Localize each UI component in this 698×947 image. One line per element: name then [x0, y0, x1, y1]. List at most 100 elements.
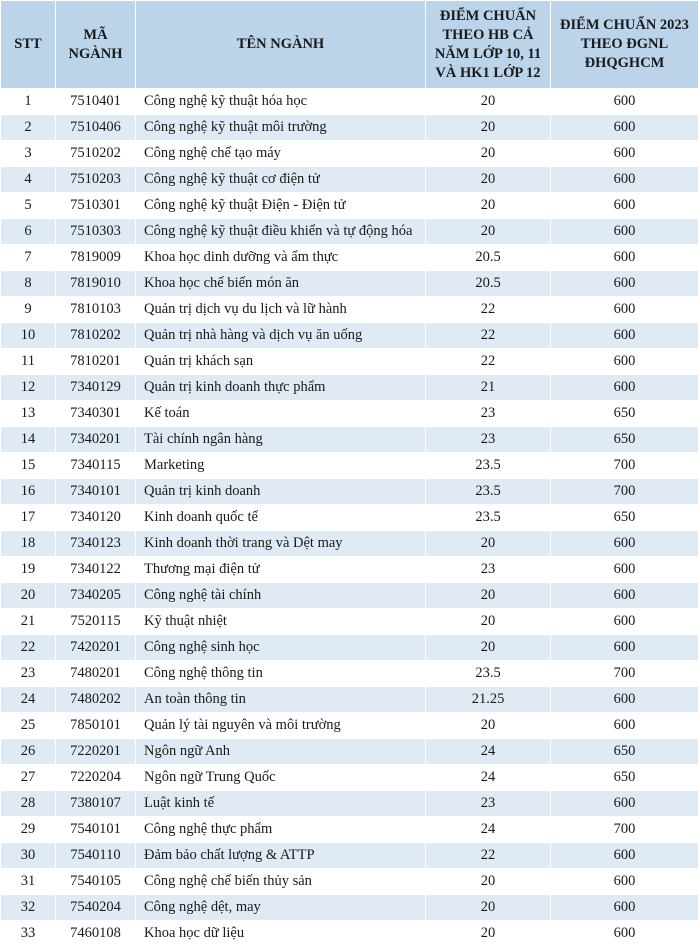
cell-dgnl: 600: [551, 843, 698, 869]
cell-ten: Công nghệ kỹ thuật môi trường: [136, 115, 426, 141]
cell-ten: Quản trị kinh doanh thực phẩm: [136, 375, 426, 401]
cell-ma: 7340129: [56, 375, 136, 401]
cell-hb: 22: [426, 323, 551, 349]
table-row: 217520115Kỹ thuật nhiệt20600: [1, 609, 698, 635]
cell-hb: 24: [426, 739, 551, 765]
cell-dgnl: 600: [551, 609, 698, 635]
cell-hb: 20: [426, 609, 551, 635]
table-row: 337460108Khoa học dữ liệu20600: [1, 921, 698, 947]
cell-stt: 21: [1, 609, 56, 635]
table-row: 27510406Công nghệ kỹ thuật môi trường206…: [1, 115, 698, 141]
table-row: 187340123Kinh doanh thời trang và Dệt ma…: [1, 531, 698, 557]
cell-dgnl: 600: [551, 713, 698, 739]
cell-ma: 7340101: [56, 479, 136, 505]
cell-hb: 23: [426, 557, 551, 583]
cell-stt: 12: [1, 375, 56, 401]
cell-hb: 20: [426, 193, 551, 219]
cell-ten: Quản lý tài nguyên và môi trường: [136, 713, 426, 739]
cell-stt: 17: [1, 505, 56, 531]
cell-stt: 1: [1, 89, 56, 115]
cell-ten: Kỹ thuật nhiệt: [136, 609, 426, 635]
cell-stt: 19: [1, 557, 56, 583]
cell-ma: 7340120: [56, 505, 136, 531]
cell-hb: 20.5: [426, 271, 551, 297]
cell-ten: Quản trị dịch vụ du lịch và lữ hành: [136, 297, 426, 323]
cell-ma: 7510202: [56, 141, 136, 167]
cell-dgnl: 600: [551, 141, 698, 167]
table-row: 117810201Quản trị khách sạn22600: [1, 349, 698, 375]
cell-ten: Đảm bảo chất lượng & ATTP: [136, 843, 426, 869]
cell-dgnl: 650: [551, 505, 698, 531]
table-row: 327540204Công nghệ dệt, may20600: [1, 895, 698, 921]
cell-ten: Kinh doanh thời trang và Dệt may: [136, 531, 426, 557]
cell-stt: 30: [1, 843, 56, 869]
cell-hb: 20: [426, 219, 551, 245]
cell-dgnl: 600: [551, 245, 698, 271]
cell-stt: 31: [1, 869, 56, 895]
cell-stt: 15: [1, 453, 56, 479]
table-row: 177340120Kinh doanh quốc tế23.5650: [1, 505, 698, 531]
cell-ma: 7540204: [56, 895, 136, 921]
table-row: 297540101Công nghệ thực phẩm24700: [1, 817, 698, 843]
cell-ma: 7480201: [56, 661, 136, 687]
cell-dgnl: 600: [551, 921, 698, 947]
cell-dgnl: 600: [551, 193, 698, 219]
table-row: 107810202Quản trị nhà hàng và dịch vụ ăn…: [1, 323, 698, 349]
cell-dgnl: 600: [551, 895, 698, 921]
cell-ma: 7340301: [56, 401, 136, 427]
cell-ten: Marketing: [136, 453, 426, 479]
cell-ma: 7520115: [56, 609, 136, 635]
cell-hb: 20: [426, 115, 551, 141]
table-row: 97810103Quản trị dịch vụ du lịch và lữ h…: [1, 297, 698, 323]
cell-hb: 20: [426, 713, 551, 739]
cell-ma: 7480202: [56, 687, 136, 713]
cell-stt: 7: [1, 245, 56, 271]
cell-hb: 20: [426, 167, 551, 193]
cell-ma: 7510203: [56, 167, 136, 193]
cell-hb: 20: [426, 583, 551, 609]
cell-stt: 10: [1, 323, 56, 349]
cell-ma: 7510303: [56, 219, 136, 245]
cell-ten: Luật kinh tế: [136, 791, 426, 817]
cell-ten: Tài chính ngân hàng: [136, 427, 426, 453]
table-row: 237480201Công nghệ thông tin23.5700: [1, 661, 698, 687]
cell-stt: 27: [1, 765, 56, 791]
cell-ma: 7340201: [56, 427, 136, 453]
cell-ten: Ngôn ngữ Anh: [136, 739, 426, 765]
cell-ma: 7510406: [56, 115, 136, 141]
cell-hb: 20: [426, 531, 551, 557]
cell-ten: Công nghệ kỹ thuật điều khiển và tự động…: [136, 219, 426, 245]
cell-ma: 7540105: [56, 869, 136, 895]
cell-hb: 20: [426, 895, 551, 921]
cell-ten: Công nghệ thông tin: [136, 661, 426, 687]
cell-ma: 7810103: [56, 297, 136, 323]
cell-hb: 22: [426, 843, 551, 869]
table-row: 247480202An toàn thông tin21.25600: [1, 687, 698, 713]
cell-hb: 21.25: [426, 687, 551, 713]
cell-hb: 20: [426, 869, 551, 895]
cell-hb: 22: [426, 349, 551, 375]
cell-dgnl: 600: [551, 115, 698, 141]
cell-ma: 7819009: [56, 245, 136, 271]
cell-dgnl: 600: [551, 869, 698, 895]
cell-ten: Khoa học chế biến món ăn: [136, 271, 426, 297]
cell-stt: 5: [1, 193, 56, 219]
cell-dgnl: 600: [551, 89, 698, 115]
cell-ma: 7340205: [56, 583, 136, 609]
table-row: 167340101Quản trị kinh doanh23.5700: [1, 479, 698, 505]
table-row: 287380107Luật kinh tế23600: [1, 791, 698, 817]
cell-dgnl: 600: [551, 687, 698, 713]
cell-ten: Quản trị khách sạn: [136, 349, 426, 375]
table-header: STT MÃ NGÀNH TÊN NGÀNH ĐIỂM CHUẨN THEO H…: [1, 1, 698, 89]
admission-scores-table: STT MÃ NGÀNH TÊN NGÀNH ĐIỂM CHUẨN THEO H…: [0, 0, 698, 947]
table-row: 197340122Thương mại điện tử23600: [1, 557, 698, 583]
cell-ma: 7819010: [56, 271, 136, 297]
cell-ten: An toàn thông tin: [136, 687, 426, 713]
cell-stt: 2: [1, 115, 56, 141]
table-row: 77819009Khoa học dinh dưỡng và ẩm thực20…: [1, 245, 698, 271]
cell-hb: 23.5: [426, 505, 551, 531]
table-row: 207340205Công nghệ tài chính20600: [1, 583, 698, 609]
cell-dgnl: 650: [551, 765, 698, 791]
cell-hb: 24: [426, 765, 551, 791]
cell-hb: 24: [426, 817, 551, 843]
